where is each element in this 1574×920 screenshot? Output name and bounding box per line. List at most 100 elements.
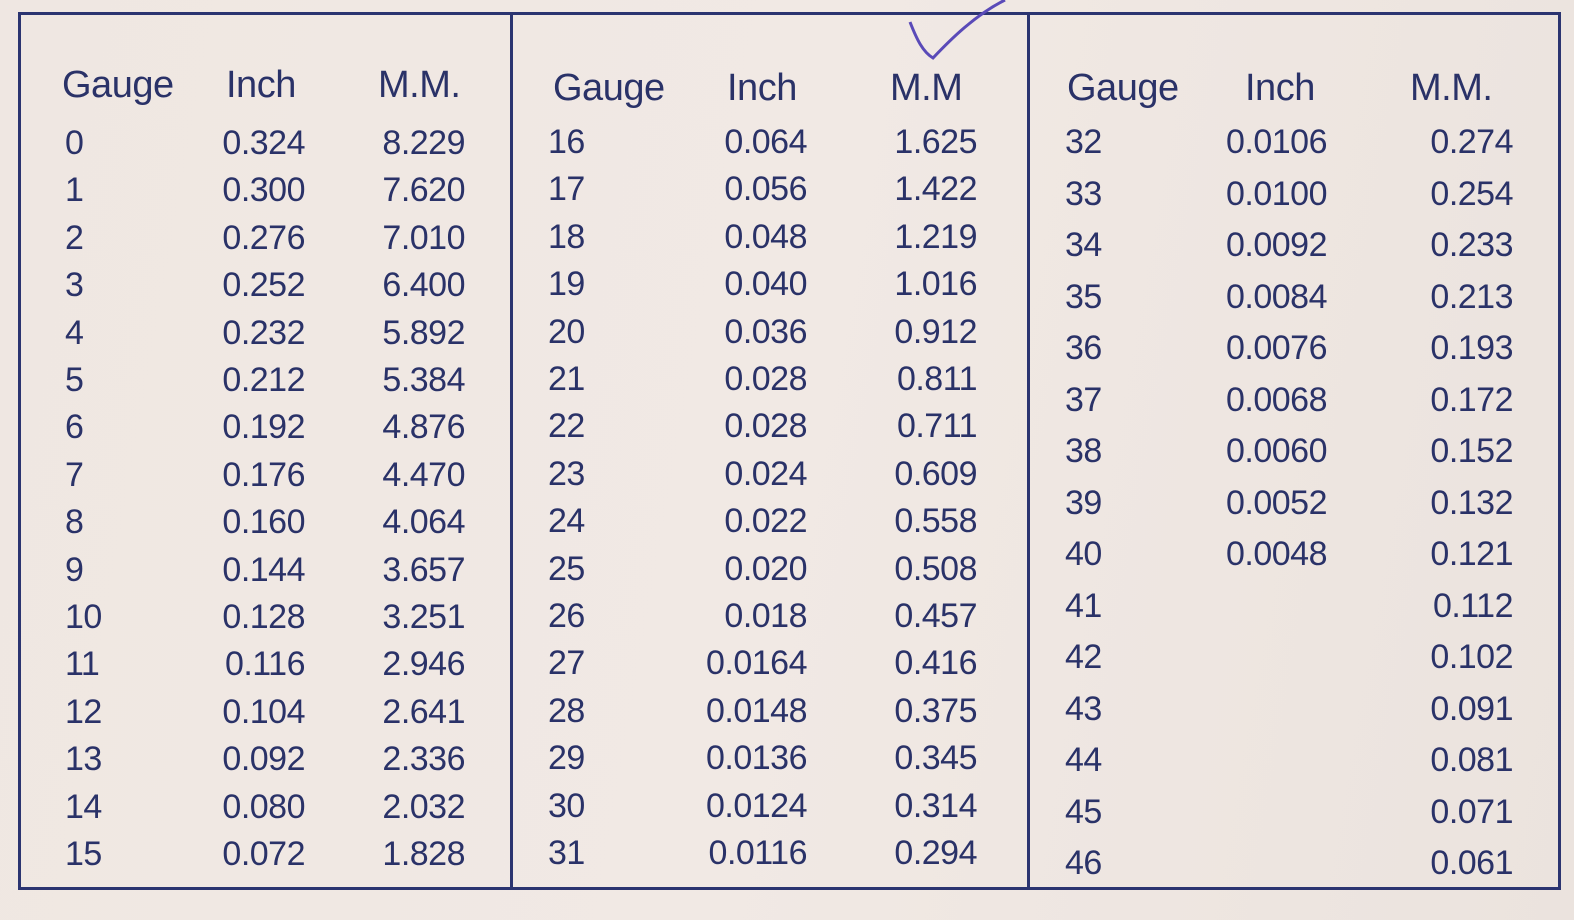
- header-inch: Inch: [1245, 67, 1315, 109]
- table-frame: [18, 12, 1561, 890]
- cell-mm: 1.625: [894, 123, 977, 161]
- cell-inch: 0.0124: [706, 786, 808, 825]
- cell-mm: 0.294: [894, 834, 977, 872]
- cell-mm: 0.912: [894, 312, 977, 351]
- cell-inch: 0.0106: [1226, 123, 1328, 161]
- cell-inch: 0.0068: [1226, 380, 1328, 419]
- cell-inch: 0.300: [222, 171, 305, 210]
- cell-gauge: 17: [548, 170, 585, 209]
- cell-gauge: 11: [65, 645, 100, 684]
- cell-gauge: 28: [548, 691, 585, 730]
- cell-inch: 0.0084: [1226, 277, 1328, 316]
- cell-inch: 0.072: [222, 835, 305, 873]
- cell-inch: 0.028: [724, 407, 807, 446]
- cell-gauge: 24: [548, 502, 585, 541]
- cell-gauge: 13: [65, 740, 102, 779]
- cell-mm: 0.112: [1432, 586, 1514, 625]
- cell-mm: 0.152: [1430, 432, 1513, 470]
- cell-inch: 0.040: [724, 265, 807, 304]
- cell-inch: 0.024: [724, 454, 807, 493]
- cell-gauge: 35: [1065, 277, 1102, 316]
- cell-inch: 0.104: [222, 692, 305, 731]
- cell-inch: 0.0116: [708, 834, 808, 872]
- cell-gauge: 12: [65, 692, 102, 731]
- cell-gauge: 42: [1065, 638, 1102, 676]
- cell-mm: 0.314: [894, 786, 977, 825]
- cell-inch: 0.232: [222, 313, 305, 352]
- cell-mm: 0.274: [1430, 123, 1513, 161]
- cell-mm: 4.470: [382, 455, 465, 494]
- cell-gauge: 44: [1065, 741, 1102, 779]
- cell-mm: 4.876: [382, 408, 465, 447]
- cell-inch: 0.0136: [706, 739, 808, 778]
- cell-inch: 0.0100: [1226, 174, 1328, 213]
- cell-mm: 0.102: [1430, 638, 1513, 676]
- cell-gauge: 5: [65, 361, 84, 399]
- cell-gauge: 46: [1065, 844, 1102, 882]
- cell-mm: 0.091: [1430, 689, 1513, 728]
- cell-gauge: 45: [1065, 792, 1102, 831]
- cell-mm: 0.254: [1430, 174, 1513, 213]
- header-gauge: Gauge: [553, 67, 665, 109]
- cell-mm: 0.508: [894, 549, 977, 588]
- cell-gauge: 15: [65, 835, 102, 873]
- cell-gauge: 38: [1065, 432, 1102, 470]
- cell-gauge: 40: [1065, 535, 1102, 573]
- header-gauge: Gauge: [1067, 67, 1179, 109]
- cell-mm: 0.081: [1430, 741, 1513, 779]
- header-mm: M.M: [890, 67, 963, 109]
- cell-mm: 0.172: [1430, 380, 1513, 419]
- header-inch: Inch: [727, 67, 797, 109]
- cell-gauge: 7: [65, 455, 84, 494]
- cell-inch: 0.128: [222, 598, 305, 636]
- column-divider: [1027, 12, 1030, 890]
- header-mm: M.M.: [1410, 67, 1493, 109]
- cell-gauge: 29: [548, 739, 585, 778]
- cell-gauge: 22: [548, 407, 585, 446]
- cell-gauge: 39: [1065, 483, 1102, 522]
- cell-mm: 0.132: [1430, 483, 1513, 522]
- cell-mm: 1.016: [894, 265, 977, 304]
- cell-gauge: 23: [548, 454, 585, 493]
- cell-mm: 1.422: [894, 170, 977, 209]
- cell-gauge: 1: [65, 171, 84, 210]
- cell-gauge: 8: [65, 503, 84, 542]
- cell-inch: 0.144: [222, 550, 305, 589]
- cell-mm: 0.213: [1430, 277, 1513, 316]
- cell-inch: 0.018: [724, 597, 807, 635]
- cell-mm: 0.457: [894, 597, 977, 635]
- cell-gauge: 20: [548, 312, 585, 351]
- cell-inch: 0.276: [222, 218, 305, 257]
- cell-mm: 0.416: [894, 644, 977, 683]
- cell-mm: 0.345: [894, 739, 977, 778]
- cell-inch: 0.064: [724, 123, 807, 161]
- cell-mm: 0.233: [1430, 226, 1513, 264]
- cell-mm: 0.609: [894, 454, 977, 493]
- cell-gauge: 3: [65, 266, 84, 305]
- cell-inch: 0.022: [724, 502, 807, 541]
- cell-inch: 0.0092: [1226, 226, 1328, 264]
- cell-mm: 0.811: [896, 360, 978, 398]
- cell-inch: 0.0060: [1226, 432, 1328, 470]
- cell-inch: 0.080: [222, 787, 305, 826]
- cell-mm: 5.892: [382, 313, 465, 352]
- column-divider: [510, 12, 513, 890]
- cell-gauge: 16: [548, 123, 585, 161]
- cell-inch: 0.056: [724, 170, 807, 209]
- cell-gauge: 43: [1065, 689, 1102, 728]
- cell-mm: 1.828: [382, 835, 465, 873]
- cell-mm: 0.121: [1430, 535, 1513, 573]
- cell-gauge: 26: [548, 597, 585, 635]
- cell-inch: 0.324: [222, 124, 305, 162]
- cell-inch: 0.092: [222, 740, 305, 779]
- cell-mm: 2.032: [382, 787, 465, 826]
- cell-mm: 0.711: [896, 407, 978, 446]
- cell-gauge: 31: [548, 834, 585, 872]
- cell-gauge: 33: [1065, 174, 1102, 213]
- cell-inch: 0.116: [224, 645, 306, 684]
- cell-gauge: 10: [65, 598, 102, 636]
- cell-inch: 0.036: [724, 312, 807, 351]
- cell-gauge: 37: [1065, 380, 1102, 419]
- cell-inch: 0.212: [222, 361, 305, 399]
